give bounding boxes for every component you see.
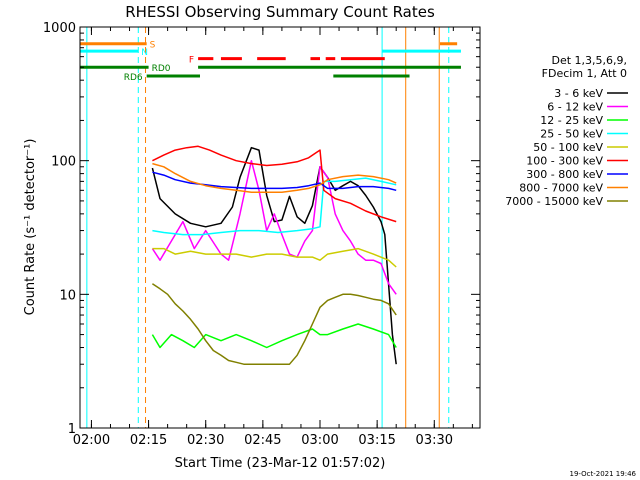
series-line-1 [151, 159, 397, 295]
legend-header-0: Det 1,3,5,6,9, [551, 54, 627, 67]
y-tick-label-0: 1 [68, 422, 76, 437]
y-tick-label-3: 1000 [43, 21, 76, 36]
state-bar-label-s: S [150, 41, 156, 51]
series-line-8 [151, 283, 397, 365]
state-bar-label-n: N [141, 48, 148, 58]
x-tick-label-5: 03:15 [358, 433, 395, 448]
legend-label-3: 25 - 50 keV [540, 128, 603, 141]
x-tick-label-3: 02:45 [244, 433, 281, 448]
series-line-6 [152, 171, 397, 192]
state-bar-label-f: F [189, 56, 194, 66]
x-tick-label-1: 02:15 [130, 433, 167, 448]
legend: Det 1,3,5,6,9,FDecim 1, Att 0 3 - 6 keV6 … [505, 54, 628, 208]
legend-label-7: 800 - 7000 keV [519, 182, 603, 195]
legend-label-6: 300 - 800 keV [526, 168, 603, 181]
x-axis-label: Start Time (23-Mar-12 01:57:02) [175, 456, 386, 471]
x-tick-label-6: 03:30 [416, 433, 453, 448]
series-line-5 [152, 145, 397, 223]
state-bar-label-rd6: RD6 [124, 73, 143, 83]
x-tick-label-4: 03:00 [301, 433, 338, 448]
series-line-3 [152, 177, 397, 236]
y-axis-label: Count Rate (s⁻¹ detector⁻¹) [23, 139, 38, 316]
legend-label-1: 6 - 12 keV [547, 101, 603, 114]
plot-frame [79, 26, 481, 429]
y-tick-label-2: 100 [51, 155, 76, 170]
vertical-marker-lines [86, 27, 450, 428]
legend-label-2: 12 - 25 keV [540, 114, 603, 127]
state-bars: SN F RD0 RD6 [80, 41, 461, 83]
series-line-2 [151, 323, 397, 349]
series-line-0 [151, 146, 397, 365]
series-lines [151, 145, 397, 365]
legend-header-1: FDecim 1, Att 0 [542, 67, 627, 80]
generated-timestamp: 19-Oct-2021 19:46 [570, 470, 637, 478]
axes: 02:00 02:15 02:30 02:45 03:00 03:15 03:30 1 10 10… [43, 21, 480, 448]
x-tick-label-2: 02:30 [187, 433, 224, 448]
legend-label-4: 50 - 100 keV [533, 141, 603, 154]
chart-title: RHESSI Observing Summary Count Rates [125, 3, 435, 21]
y-tick-label-1: 10 [59, 288, 76, 303]
x-tick-label-0: 02:00 [73, 433, 110, 448]
legend-label-8: 7000 - 15000 keV [505, 195, 603, 208]
legend-label-0: 3 - 6 keV [554, 87, 603, 100]
state-bar-label-rd0: RD0 [152, 64, 171, 74]
series-line-7 [152, 162, 397, 194]
legend-label-5: 100 - 300 keV [526, 155, 603, 168]
series-line-4 [152, 247, 397, 268]
